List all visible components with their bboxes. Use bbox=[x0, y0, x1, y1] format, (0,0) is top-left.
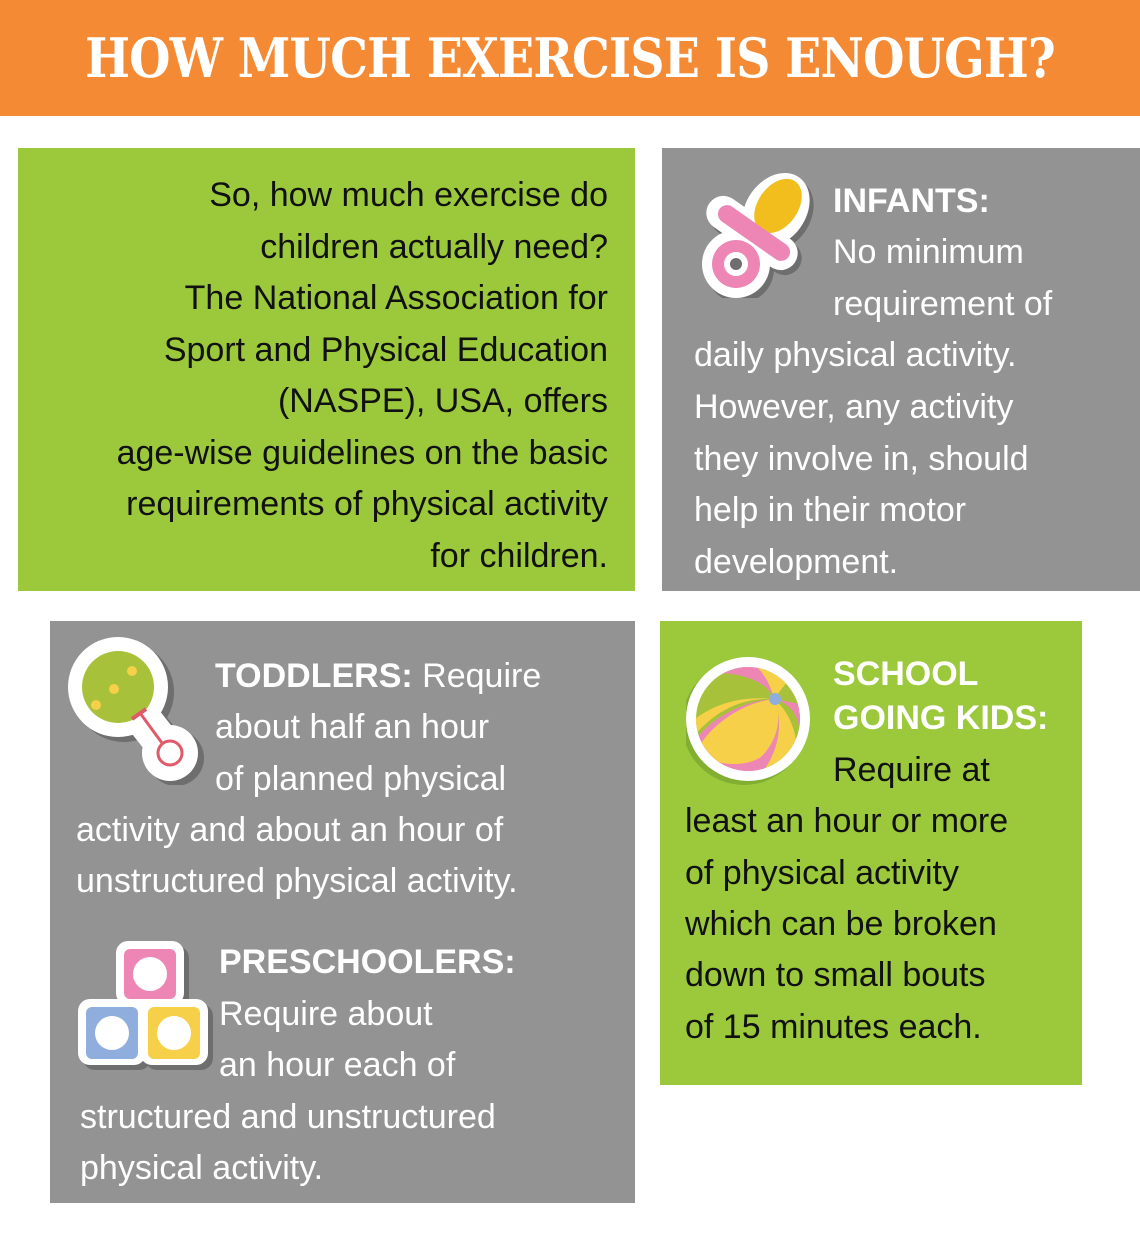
intro-line: So, how much exercise do bbox=[209, 176, 608, 214]
intro-line: children actually need? bbox=[260, 227, 608, 266]
intro-line: requirements of physical activity bbox=[126, 485, 608, 523]
beach-ball-icon bbox=[686, 657, 810, 785]
infants-line: help in their motor bbox=[694, 491, 967, 529]
toddlers-line: about half an hour bbox=[215, 708, 490, 746]
intro-text: So, how much exercise do children actual… bbox=[117, 170, 608, 582]
intro-line: (NASPE), USA, offers bbox=[277, 382, 608, 420]
intro-line: for children. bbox=[430, 536, 608, 575]
page-title: HOW MUCH EXERCISE IS ENOUGH? bbox=[85, 26, 1056, 90]
intro-line: The National Association for bbox=[184, 279, 608, 317]
pacifier-icon bbox=[702, 172, 814, 298]
preschoolers-heading-line: PRESCHOOLERS: bbox=[219, 937, 516, 989]
preschoolers-line: an hour each of bbox=[219, 1046, 456, 1084]
infants-line: No minimum bbox=[833, 233, 1024, 271]
toddlers-heading: TODDLERS: bbox=[215, 657, 413, 695]
preschoolers-heading: PRESCHOOLERS: bbox=[219, 943, 516, 981]
infants-panel: INFANTS: No minimum requirement of daily… bbox=[662, 148, 1140, 591]
school-kids-line: of physical activity bbox=[685, 854, 959, 892]
toddlers-line: of planned physical bbox=[215, 760, 507, 798]
title-banner: HOW MUCH EXERCISE IS ENOUGH? bbox=[0, 0, 1140, 116]
rattle-icon bbox=[68, 637, 204, 785]
intro-line: Sport and Physical Education bbox=[163, 330, 608, 369]
infants-line: development. bbox=[694, 543, 899, 581]
toddlers-line: unstructured physical activity. bbox=[76, 862, 518, 900]
school-kids-line: which can be broken bbox=[685, 905, 997, 943]
school-kids-heading: SCHOOL bbox=[833, 655, 979, 693]
infants-line: daily physical activity. bbox=[694, 336, 1017, 374]
school-kids-panel: SCHOOL GOING KIDS: Require at least an h… bbox=[660, 621, 1082, 1085]
toy-blocks-icon bbox=[78, 941, 213, 1070]
preschoolers-line: Require about bbox=[219, 995, 433, 1033]
school-kids-line: Require at bbox=[833, 751, 990, 789]
infants-heading: INFANTS: bbox=[833, 182, 990, 220]
preschoolers-line: physical activity. bbox=[80, 1149, 324, 1187]
preschoolers-line: structured and unstructured bbox=[80, 1098, 496, 1136]
infants-line: they involve in, should bbox=[694, 440, 1029, 478]
toddlers-line: activity and about an hour of bbox=[76, 811, 504, 849]
toddlers-preschoolers-panel: TODDLERS: Require about half an hour of … bbox=[50, 621, 635, 1203]
intro-line: age-wise guidelines on the basic bbox=[116, 433, 608, 472]
school-kids-line: down to small bouts bbox=[685, 956, 986, 994]
infants-line: requirement of bbox=[833, 285, 1053, 323]
intro-panel: So, how much exercise do children actual… bbox=[18, 148, 635, 591]
toddlers-heading-line: TODDLERS: Require bbox=[215, 657, 542, 695]
infants-line: However, any activity bbox=[694, 388, 1014, 426]
school-kids-line: of 15 minutes each. bbox=[685, 1008, 982, 1046]
school-kids-line: least an hour or more bbox=[685, 802, 1009, 840]
school-kids-heading: GOING KIDS: bbox=[833, 699, 1049, 737]
